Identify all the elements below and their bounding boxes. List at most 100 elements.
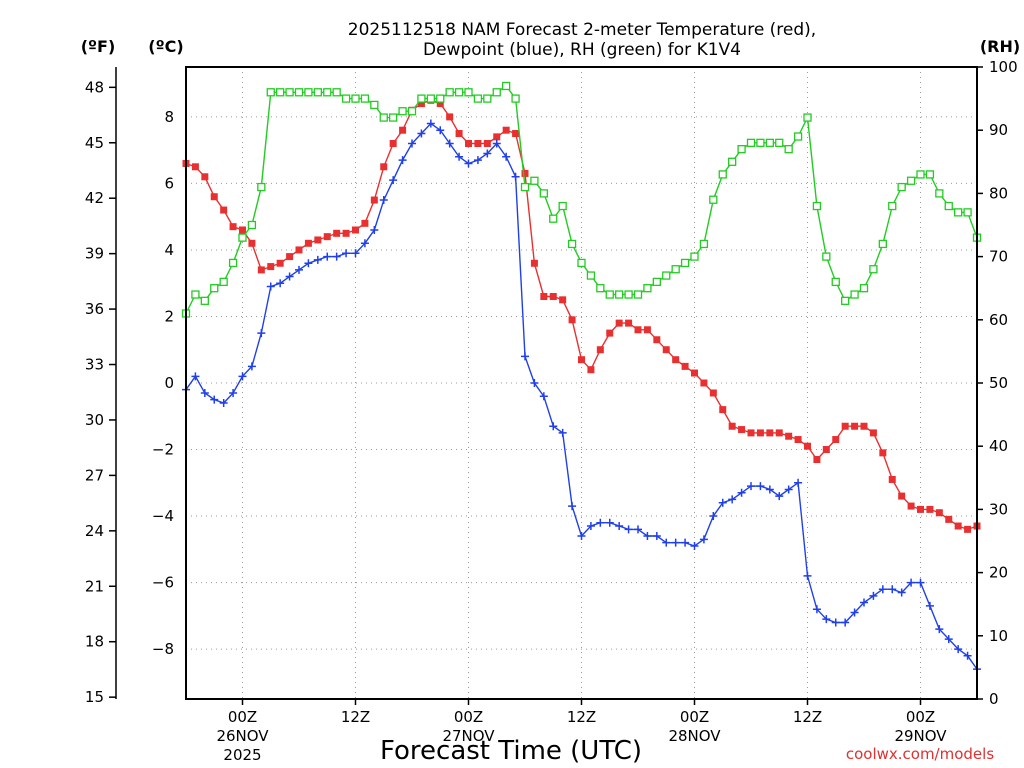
celsius-axis: 8 6 4 2 0 −2 −4 −6 −8 [152,108,174,658]
celsius-tick-label: −6 [152,574,174,592]
rh-point [323,88,332,97]
rh-point [954,208,963,217]
year-tick-label: 2025 [223,746,261,764]
rh-point [511,94,520,103]
dewpoint-point [860,598,868,607]
temperature-point [643,326,651,334]
rh-point [304,88,313,97]
rh-point [370,100,379,110]
temperature-point [756,429,764,437]
celsius-tick-label: 4 [164,241,174,259]
temperature-point [596,346,604,354]
dewpoint-point [530,379,539,387]
temperature-point [286,253,294,261]
dewpoint-point [549,422,558,431]
dewpoint-point [276,279,285,288]
dewpoint-point [822,615,831,624]
temperature-point [578,356,585,364]
temperature-point [879,449,887,457]
temperature-point [465,140,472,148]
temperature-point [662,346,670,354]
date-tick-label: 29NOV [894,727,947,745]
dewpoint-point [473,156,482,165]
dewpoint-point [596,518,605,527]
series-layer [181,81,982,674]
temperature-point [719,406,727,414]
chart-title: 2025112518 NAM Forecast 2-meter Temperat… [348,20,816,40]
dewpoint-point [521,352,529,361]
dewpoint-point [888,585,897,594]
temperature-point [728,422,736,430]
dewpoint-point [426,119,435,128]
rh-tick-label: 10 [989,627,1008,645]
rh-point [567,239,577,249]
dewpoint-point [907,578,916,587]
temperature-point [606,329,614,337]
temperature-point [888,475,896,483]
temperature-point [248,239,256,247]
fahrenheit-axis: 48 45 42 39 36 33 30 27 24 21 18 15 [85,78,116,706]
rh-point [464,88,473,97]
time-tick-label: 00Z [906,708,935,726]
rh-point [756,138,765,147]
temperature-point [361,219,369,227]
fahrenheit-tick-label: 18 [85,633,104,651]
temperature-point [794,436,802,444]
dewpoint-point [963,651,972,660]
fahrenheit-tick-label: 21 [85,577,104,595]
rh-point [436,94,445,103]
rh-point [389,113,398,122]
rh-point [313,88,322,97]
dewpoint-point [342,249,351,258]
rh-point [473,94,483,103]
temperature-point [625,319,633,327]
time-tick-label: 00Z [454,708,483,726]
dewpoint-point [210,395,219,404]
rh-point [963,208,972,217]
temperature-point [201,173,209,181]
rh-tick-label: 50 [989,374,1008,392]
time-tick-label: 00Z [228,708,257,726]
rh-point [266,88,275,97]
rh-point [200,296,209,305]
temperature-point [239,226,246,234]
rh-point [812,201,822,211]
fahrenheit-tick-label: 48 [85,78,104,96]
dewpoint-point [944,635,953,644]
rh-point [530,176,539,185]
dewpoint-point [784,485,793,494]
temperature-point [785,432,793,440]
dewpoint-point [464,159,473,168]
dewpoint-point [869,591,878,600]
temperature-point [220,206,228,214]
temperature-point [954,522,962,530]
rh-point [454,88,464,97]
temperature-point [474,140,482,148]
fahrenheit-tick-label: 36 [85,300,104,318]
temperature-point [860,422,868,430]
temperature-point [615,319,623,327]
dewpoint-point [586,522,595,531]
temperature-point [342,229,350,237]
rh-tick-label: 60 [989,311,1008,329]
temperature-point [417,100,425,108]
dewpoint-point [351,249,360,258]
rh-unit-label: (RH) [980,37,1020,56]
rh-point [483,94,492,103]
temperature-point [549,293,557,301]
rh-point [878,239,887,249]
rh-point [803,113,812,122]
rh-point [793,132,803,141]
rh-point [257,182,266,192]
rh-point [718,170,727,179]
dewpoint-point [690,541,699,550]
dewpoint-point [304,259,313,268]
dewpoint-point [266,282,275,291]
dewpoint-point [615,522,624,531]
dewpoint-point [841,618,850,627]
dewpoint-point [643,532,652,541]
